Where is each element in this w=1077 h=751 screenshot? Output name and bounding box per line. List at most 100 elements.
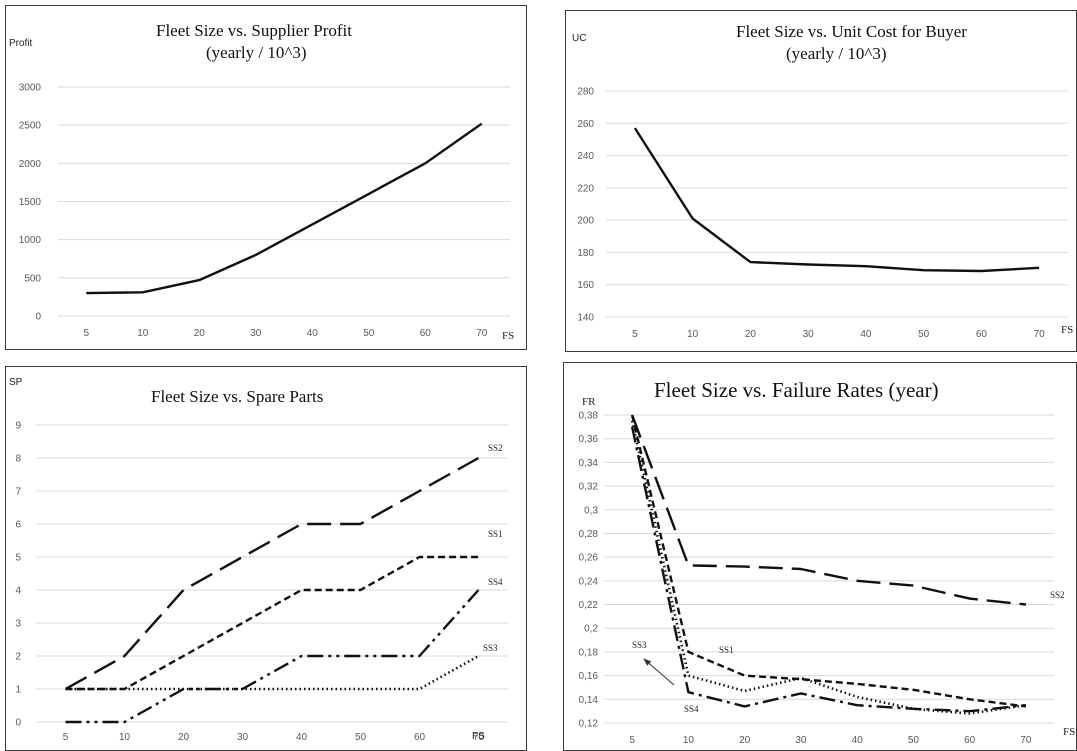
y-tick-label: 0 — [35, 312, 41, 323]
series-label-ss1: SS1 — [488, 529, 503, 539]
y-tick-label: 0,38 — [579, 411, 599, 422]
y-tick-label: 200 — [577, 216, 594, 227]
chart-failure-rates: 0,12 0,14 0,16 0,18 0,2 0,22 0,24 0,26 0,28 0,3 0,… — [563, 362, 1077, 751]
y-tick-label: 7 — [15, 487, 21, 498]
y-tick-label: 5 — [15, 553, 21, 564]
x-tick-label: 70 — [1020, 735, 1032, 746]
series-label-ss3: SS3 — [483, 643, 498, 653]
y-tick-label: 1500 — [19, 197, 42, 208]
x-axis-label: FS — [1063, 726, 1075, 738]
x-tick-label: 60 — [964, 735, 976, 746]
x-tick-label: 5 — [83, 328, 89, 339]
y-tick-label: 240 — [577, 151, 594, 162]
y-tick-label: 1000 — [19, 235, 42, 246]
series-line — [633, 127, 1040, 273]
chart-failure-rates-svg: 0,12 0,14 0,16 0,18 0,2 0,22 0,24 0,26 0,28 0,3 0,… — [579, 378, 1076, 746]
series-line-ss3 — [630, 420, 1027, 715]
y-axis-label: SP — [9, 377, 23, 388]
series-label-ss4: SS4 — [488, 577, 503, 587]
series-label-ss2: SS2 — [1050, 590, 1065, 600]
x-axis-label: FS — [1061, 324, 1073, 336]
y-tick-label: 280 — [577, 87, 594, 98]
x-tick-label: 50 — [918, 329, 930, 340]
series-label-ss2: SS2 — [488, 443, 503, 453]
x-tick-label: 10 — [119, 732, 131, 743]
y-tick-label: 3000 — [19, 83, 42, 94]
y-axis-label: FR — [582, 396, 596, 408]
y-tick-label: 0,24 — [579, 576, 599, 587]
x-tick-label: 20 — [745, 329, 757, 340]
y-tick-label: 1 — [15, 685, 21, 696]
y-tick-label: 180 — [577, 248, 594, 259]
series-line-ss1 — [65, 555, 479, 691]
chart-unit-cost-svg: 140 160 180 200 220 240 260 280 5 10 20 30 40 50 60 70 F… — [572, 22, 1073, 340]
y-tick-label: 3 — [15, 619, 21, 630]
x-tick-label: 20 — [194, 328, 206, 339]
x-tick-label: 60 — [414, 732, 426, 743]
x-tick-label: 10 — [683, 735, 695, 746]
series-line-ss2 — [64, 456, 480, 691]
x-tick-label: 10 — [137, 328, 149, 339]
series-line-ss2 — [630, 414, 1027, 606]
y-tick-label: 9 — [15, 421, 21, 432]
series-label-ss1: SS1 — [719, 645, 734, 655]
y-tick-label: 4 — [15, 586, 21, 597]
chart-title: Fleet Size vs. Failure Rates (year) — [654, 378, 939, 402]
x-tick-label: 40 — [296, 732, 308, 743]
y-tick-label: 0,16 — [579, 671, 599, 682]
x-tick-label: 5 — [632, 329, 638, 340]
series-label-ss4: SS4 — [684, 704, 699, 714]
series-line-ss1 — [630, 414, 1027, 708]
series-line-ss4 — [630, 426, 1027, 713]
x-axis-label: FS — [502, 330, 514, 342]
chart-spare-parts-svg: 0 1 2 3 4 5 6 7 8 9 5 10 20 30 40 50 60 70 Fleet Size vs. … — [9, 377, 508, 743]
chart-subtitle: (yearly / 10^3) — [786, 44, 887, 63]
x-tick-label: 20 — [739, 735, 751, 746]
series-line — [86, 122, 483, 295]
annotation-arrow — [643, 658, 675, 686]
series-line-ss3 — [65, 654, 480, 691]
y-axis-label: Profit — [9, 38, 33, 49]
x-tick-label: 30 — [237, 732, 249, 743]
x-tick-label: 30 — [803, 329, 815, 340]
y-tick-label: 0,3 — [584, 505, 598, 516]
y-tick-label: 0,22 — [579, 600, 599, 611]
y-tick-label: 220 — [577, 183, 594, 194]
y-tick-label: 0,36 — [579, 434, 599, 445]
x-tick-label: 50 — [908, 735, 920, 746]
chart-spare-parts: 0 1 2 3 4 5 6 7 8 9 5 10 20 30 40 50 60 70 Fleet Size vs. … — [5, 366, 527, 751]
y-tick-label: 0,12 — [579, 719, 599, 730]
chart-supplier-profit: 0 500 1000 1500 2000 2500 3000 5 10 20 30 40 50 60 70 F… — [5, 5, 527, 350]
y-tick-label: 0,32 — [579, 482, 599, 493]
chart-title: Fleet Size vs. Unit Cost for Buyer — [736, 22, 967, 41]
x-tick-label: 30 — [795, 735, 807, 746]
y-tick-label: 2 — [15, 652, 21, 663]
x-tick-label: 70 — [1034, 329, 1046, 340]
y-tick-label: 0,28 — [579, 529, 599, 540]
x-tick-label: 5 — [629, 735, 635, 746]
x-tick-label: 50 — [363, 328, 375, 339]
y-axis-label: UC — [572, 33, 586, 44]
y-tick-label: 140 — [577, 313, 594, 324]
y-tick-label: 2000 — [19, 159, 42, 170]
y-tick-label: 160 — [577, 280, 594, 291]
x-tick-label: 40 — [860, 329, 872, 340]
x-tick-label: 40 — [852, 735, 864, 746]
y-tick-label: 500 — [24, 273, 41, 284]
chart-subtitle: (yearly / 10^3) — [206, 43, 307, 62]
x-tick-label: 20 — [178, 732, 190, 743]
x-tick-label: 50 — [355, 732, 367, 743]
x-tick-label: 70 — [473, 732, 485, 743]
y-tick-label: 0 — [15, 718, 21, 729]
x-tick-label: 30 — [250, 328, 262, 339]
x-tick-label: 10 — [687, 329, 699, 340]
y-tick-label: 6 — [15, 520, 21, 531]
y-tick-label: 0,34 — [579, 458, 599, 469]
x-tick-label: 40 — [307, 328, 319, 339]
y-tick-label: 0,2 — [584, 624, 598, 635]
y-tick-label: 8 — [15, 454, 21, 465]
chart-title: Fleet Size vs. Supplier Profit — [156, 21, 352, 40]
chart-title: Fleet Size vs. Spare Parts — [151, 387, 323, 406]
y-tick-label: 2500 — [19, 121, 42, 132]
x-tick-label: 60 — [976, 329, 988, 340]
